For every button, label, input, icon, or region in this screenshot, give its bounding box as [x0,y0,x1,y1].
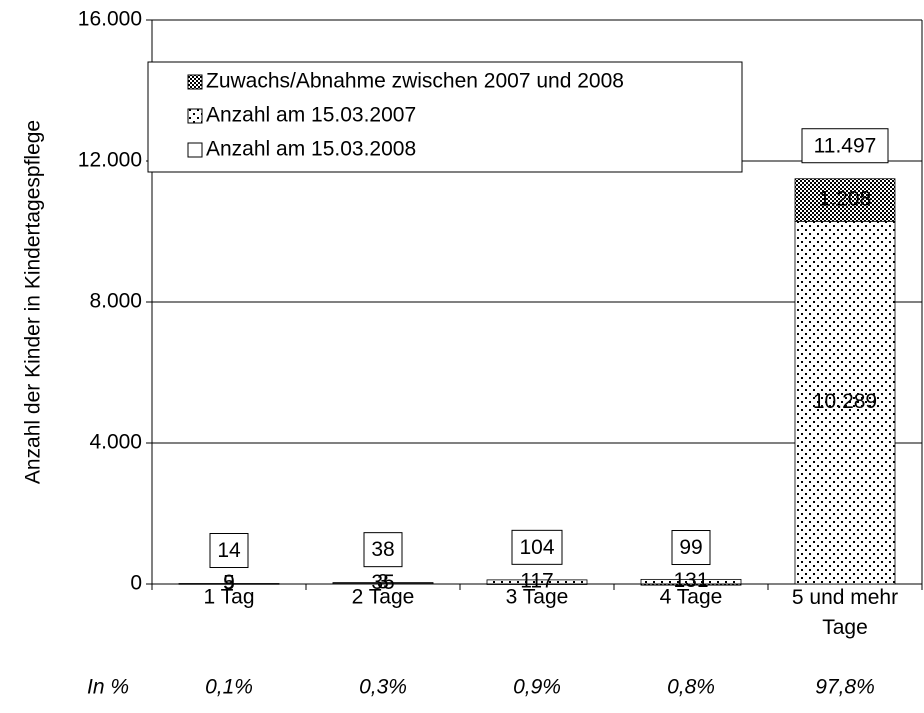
x-tick-label: 4 Tage [660,586,723,609]
y-tick-label: 16.000 [78,8,142,31]
y-tick-label: 12.000 [78,149,142,172]
total-label-box [363,532,403,568]
segment-label: 117 [520,569,553,592]
segment-label: 35 [371,571,394,594]
bar-segment [486,583,588,585]
legend-label: Anzahl am 15.03.2007 [206,104,416,127]
x-tick-label-line: Tage [822,616,868,639]
legend-swatch [187,108,203,124]
bar-segment [178,583,280,585]
total-label: 104 [519,536,554,559]
y-tick-label: 0 [130,572,142,595]
segment-label: 9 [223,571,235,594]
total-label-box [511,529,563,565]
y-tick-label: 8.000 [89,290,142,313]
legend-label: Anzahl am 15.03.2008 [206,138,416,161]
x-tick-label: 1 Tag [204,586,255,609]
segment-label: 1.208 [819,188,872,211]
segment-label: 131 [673,569,708,592]
total-label: 11.497 [814,134,877,157]
y-axis-title: Anzahl der Kinder in Kindertagespflege [22,120,45,484]
percent-label: 97,8% [815,676,875,699]
percent-row-title: In % [87,676,129,699]
y-tick-label: 4.000 [89,431,142,454]
segment-label: 5 [223,571,235,594]
total-label: 99 [679,536,702,559]
legend [147,61,743,173]
bar-segment [794,178,896,222]
total-label-box [209,533,249,569]
bar-segment [332,582,434,584]
legend-label: Zuwachs/Abnahme zwischen 2007 und 2008 [206,70,624,93]
total-label-box [671,530,711,566]
x-tick-label-line: 5 und mehr [792,586,898,609]
percent-label: 0,1% [205,676,253,699]
legend-swatch [187,142,203,158]
total-label-box [801,128,889,164]
percent-label: 0,3% [359,676,407,699]
legend-swatch [187,74,203,90]
x-tick-label: 3 Tage [506,586,569,609]
bar-segment [640,583,742,586]
x-tick-label: 2 Tage [352,586,415,609]
percent-label: 0,9% [513,676,561,699]
total-label: 38 [371,538,394,561]
segment-label: 10.289 [813,390,877,413]
percent-label: 0,8% [667,676,715,699]
x-tick-label: 5 und mehr Tage [792,586,898,639]
segment-label: 3 [377,570,389,593]
total-label: 14 [217,539,241,562]
